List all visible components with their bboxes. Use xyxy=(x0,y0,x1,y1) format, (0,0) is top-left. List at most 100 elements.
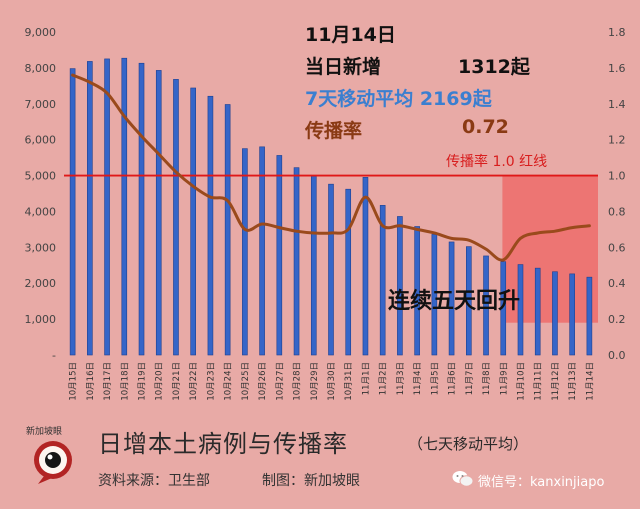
logo-text: 新加坡眼 xyxy=(26,427,63,437)
left-tick-label: 2,000 xyxy=(25,277,57,290)
rising-label: 连续五天回升 xyxy=(388,289,521,314)
bar xyxy=(362,177,369,356)
left-tick-label: 9,000 xyxy=(25,26,57,39)
bar xyxy=(173,79,179,356)
left-tick-label: 8,000 xyxy=(25,62,57,75)
date-label: 10月25日 xyxy=(241,362,251,401)
date-label: 11月14日 xyxy=(585,362,595,401)
bar-series xyxy=(69,57,593,356)
bar xyxy=(224,104,231,356)
date-label: 11月8日 xyxy=(482,362,492,395)
bar xyxy=(552,271,558,356)
footer-title: 日增本土病例与传播率 xyxy=(98,430,348,458)
bar xyxy=(310,175,317,356)
left-axis: - 1,000 2,000 3,000 4,000 5,000 6,000 7,000 8,00… xyxy=(25,26,57,362)
left-tick-label: 7,000 xyxy=(25,98,57,111)
date-label: 10月17日 xyxy=(103,362,113,401)
bar xyxy=(69,68,76,356)
right-tick-label: 0.2 xyxy=(608,313,626,326)
right-tick-label: 0.0 xyxy=(608,349,626,362)
right-tick-label: 1.0 xyxy=(608,170,626,183)
date-label: 11月1日 xyxy=(361,362,371,395)
date-label: 10月18日 xyxy=(120,362,130,401)
date-label: 11月2日 xyxy=(379,362,389,395)
bar xyxy=(293,167,300,356)
bar xyxy=(569,273,575,356)
bar xyxy=(276,155,283,356)
date-label: 10月30日 xyxy=(327,362,337,401)
bar xyxy=(104,58,110,356)
bar xyxy=(242,148,248,356)
bar xyxy=(500,261,507,356)
footer-source: 资料来源：卫生部 xyxy=(98,473,210,489)
bar xyxy=(207,95,214,356)
date-label: 11月5日 xyxy=(430,362,440,395)
date-label: 11月7日 xyxy=(465,362,475,395)
wechat-id: 微信号：kanxinjiapo xyxy=(478,475,605,490)
left-tick-label: - xyxy=(52,349,56,362)
bar xyxy=(87,61,93,356)
date-label: 10月31日 xyxy=(344,362,354,401)
bar xyxy=(155,70,162,356)
date-label: 10月23日 xyxy=(206,362,216,401)
date-label: 10月29日 xyxy=(310,362,320,401)
bar xyxy=(190,87,196,356)
date-label: 10月20日 xyxy=(155,362,165,401)
info-rt-label: 传播率 xyxy=(305,120,363,142)
date-label: 10月24日 xyxy=(224,362,234,401)
bar xyxy=(414,226,420,356)
right-tick-label: 1.2 xyxy=(608,134,626,147)
bar xyxy=(586,276,593,356)
date-label: 10月26日 xyxy=(258,362,268,401)
bar xyxy=(517,264,524,356)
left-tick-label: 4,000 xyxy=(25,205,57,218)
right-tick-label: 0.6 xyxy=(608,241,626,254)
info-daily-value: 1312起 xyxy=(458,56,530,78)
bar xyxy=(483,255,489,356)
info-moving-average: 7天移动平均 2169起 xyxy=(305,88,492,110)
bar xyxy=(121,57,128,356)
date-label: 11月3日 xyxy=(396,362,406,395)
left-tick-label: 5,000 xyxy=(25,170,57,183)
bar xyxy=(345,188,352,356)
footer-credit: 制图：新加坡眼 xyxy=(262,473,360,489)
eye-logo-icon xyxy=(22,426,84,488)
date-label: 10月21日 xyxy=(172,362,182,401)
left-tick-label: 3,000 xyxy=(25,241,57,254)
right-tick-label: 0.4 xyxy=(608,277,626,290)
left-tick-label: 1,000 xyxy=(25,313,57,326)
bar xyxy=(138,62,145,356)
right-tick-label: 1.8 xyxy=(608,26,626,39)
bar xyxy=(466,246,472,356)
date-label: 10月15日 xyxy=(69,362,79,401)
date-label: 11月10日 xyxy=(516,362,526,401)
bar xyxy=(397,216,403,356)
info-daily-label: 当日新增 xyxy=(305,56,382,78)
right-axis: 0.0 0.2 0.4 0.6 0.8 1.0 1.2 1.4 1.6 1.8 xyxy=(608,26,626,362)
x-axis-labels: 10月15日 10月16日 10月17日 10月18日 10月19日 10月20日 10月2… xyxy=(69,362,596,401)
date-label: 11月13日 xyxy=(568,362,578,401)
right-tick-label: 1.6 xyxy=(608,62,626,75)
right-tick-label: 1.4 xyxy=(608,98,626,111)
date-label: 10月19日 xyxy=(138,362,148,401)
info-rt-value: 0.72 xyxy=(462,116,509,138)
bar xyxy=(379,205,386,356)
date-label: 10月22日 xyxy=(189,362,199,401)
bar xyxy=(259,146,265,356)
date-label: 11月4日 xyxy=(413,362,423,395)
info-date: 11月14日 xyxy=(305,24,396,46)
bar xyxy=(328,183,334,356)
date-label: 10月16日 xyxy=(86,362,96,401)
date-label: 11月11日 xyxy=(534,362,544,401)
footer-subtitle: （七天移动平均） xyxy=(408,435,529,453)
bar xyxy=(448,241,455,356)
redline-label: 传播率 1.0 红线 xyxy=(446,154,548,170)
date-label: 11月6日 xyxy=(448,362,458,395)
left-tick-label: 6,000 xyxy=(25,134,57,147)
date-label: 10月27日 xyxy=(275,362,285,401)
rt-line-series xyxy=(71,73,591,262)
right-tick-label: 0.8 xyxy=(608,205,626,218)
bar xyxy=(534,267,541,356)
date-label: 11月9日 xyxy=(499,362,509,395)
